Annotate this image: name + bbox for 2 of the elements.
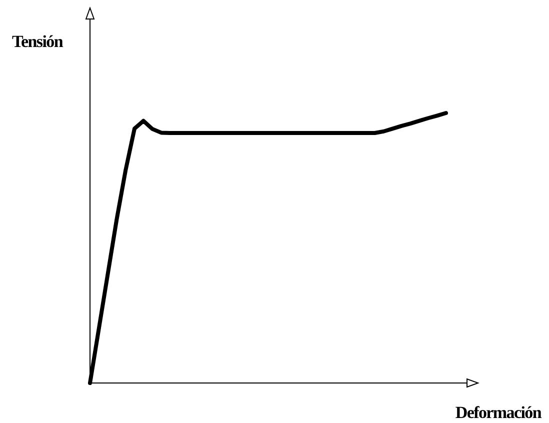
y-axis-title: Tensión (12, 32, 64, 51)
x-axis-title: Deformación (455, 403, 542, 422)
